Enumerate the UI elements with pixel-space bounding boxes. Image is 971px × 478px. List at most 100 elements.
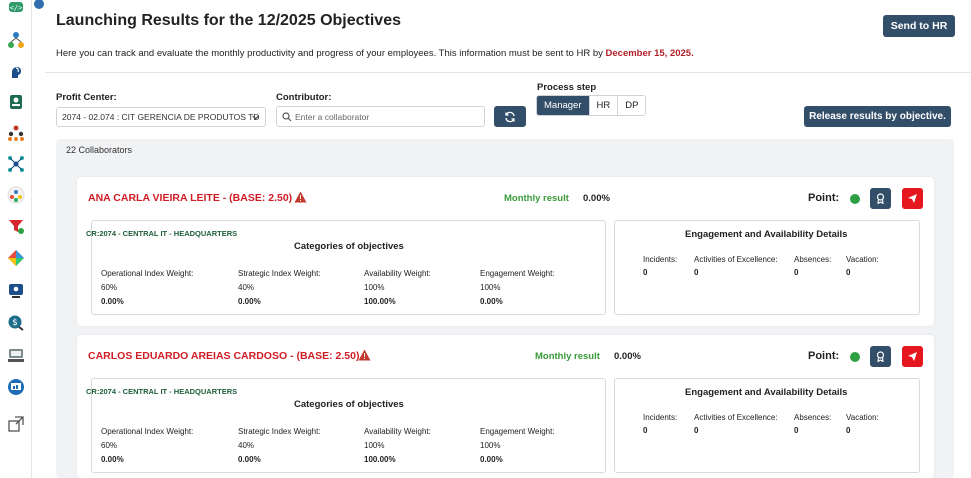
engagement-value: 0 [694,268,699,277]
divider [45,72,971,73]
contributor-label: Contributor: [276,92,332,103]
category-label: Operational Index Weight: [101,427,194,436]
category-value: 0.00% [480,455,503,464]
categories-title: Categories of objectives [294,241,404,252]
engagement-label: Absences: [794,255,832,264]
hierarchy-icon[interactable] [6,30,26,50]
expand-icon[interactable] [6,414,26,434]
category-weight: 40% [238,283,255,292]
page-title: Launching Results for the 12/2025 Object… [56,12,401,29]
engagement-value: 0 [643,268,648,277]
profit-center-select[interactable]: 2074 - 02.074 : CIT GERENCIA DE PRODUTOS… [56,107,266,127]
evaluate-button[interactable] [870,188,891,209]
collaborator-name: ANA CARLA VIEIRA LEITE - (BASE: 2.50) [88,192,293,204]
category-weight: 100% [480,283,501,292]
category-weight: 60% [101,283,118,292]
deadline-date: December 15, 2025. [605,48,694,59]
svg-text:</>: </> [10,4,23,12]
category-label: Engagement Weight: [480,427,555,436]
category-weight: 100% [364,283,385,292]
cost-center-label: CR:2074 - CENTRAL IT - HEADQUARTERS [86,387,238,396]
badge-icon [876,193,885,204]
engagement-value: 0 [794,426,799,435]
category-value: 100.00% [364,455,396,464]
refresh-icon [505,111,515,122]
step-hr[interactable]: HR [589,96,619,115]
step-dp[interactable]: DP [618,96,646,115]
profit-center-label: Profit Center: [56,92,117,103]
engagement-label: Incidents: [643,413,678,422]
category-weight: 40% [238,441,255,450]
monthly-result-label: Monthly result [535,351,600,362]
warning-icon [294,191,307,203]
presentation-icon[interactable] [6,281,26,301]
network-icon[interactable] [6,154,26,174]
main-content: Launching Results for the 12/2025 Object… [45,0,971,478]
point-label: Point: [808,192,840,204]
sidebar-toggle-icon[interactable] [33,0,45,10]
evaluate-button[interactable] [870,346,891,367]
head-icon[interactable] [6,61,26,81]
categories-box: Categories of objectives Operational Ind… [91,378,606,473]
engagement-value: 0 [694,426,699,435]
warning-icon [358,349,371,361]
collaborators-count: 22 Collaborators [66,145,133,155]
engagement-value: 0 [643,426,648,435]
monthly-result-label: Monthly result [504,193,569,204]
status-dot [850,194,860,204]
profit-center-value: 2074 - 02.074 : CIT GERENCIA DE PRODUTOS… [62,112,260,122]
engagement-label: Activities of Excellence: [694,413,778,422]
subtitle-text: Here you can track and evaluate the mont… [56,48,606,59]
process-step-label: Process step [537,82,597,93]
team-icon[interactable] [6,185,26,205]
collaborator-name: CARLOS EDUARDO AREIAS CARDOSO - (BASE: 2… [88,350,360,362]
status-dot [850,352,860,362]
categories-title: Categories of objectives [294,399,404,410]
collaborator-card: ANA CARLA VIEIRA LEITE - (BASE: 2.50) Mo… [77,177,934,326]
send-to-hr-button[interactable]: Send to HR [883,15,955,37]
code-icon[interactable]: </> [6,0,26,17]
badge-icon [876,351,885,362]
category-label: Strategic Index Weight: [238,427,321,436]
id-badge-icon[interactable] [6,92,26,112]
money-icon[interactable]: $ [6,313,26,333]
send-button[interactable] [902,346,923,367]
send-button[interactable] [902,188,923,209]
org-chart-icon[interactable] [6,123,26,143]
category-value: 0.00% [238,455,261,464]
refresh-button[interactable] [494,106,526,127]
chevron-down-icon [252,115,259,120]
engagement-box: Engagement and Availability Details Inci… [614,220,920,315]
monthly-result-value: 0.00% [583,193,610,204]
engagement-value: 0 [794,268,799,277]
send-icon [908,194,917,203]
page-subtitle: Here you can track and evaluate the mont… [56,48,694,59]
point-label: Point: [808,350,840,362]
terminal-icon[interactable] [6,345,26,365]
category-label: Operational Index Weight: [101,269,194,278]
contributor-search-input[interactable]: Enter a collaborator [276,106,485,127]
category-weight: 60% [101,441,118,450]
cost-center-label: CR:2074 - CENTRAL IT - HEADQUARTERS [86,229,238,238]
release-results-button[interactable]: Release results by objective. [804,106,951,127]
contributor-placeholder: Enter a collaborator [295,111,370,122]
category-label: Availability Weight: [364,269,431,278]
monitor-chart-icon[interactable] [6,377,26,397]
puzzle-icon[interactable] [6,248,26,268]
category-label: Strategic Index Weight: [238,269,321,278]
category-label: Engagement Weight: [480,269,555,278]
svg-text:$: $ [12,318,18,328]
sidebar: </> $ [0,0,32,478]
category-value: 0.00% [101,297,124,306]
category-value: 100.00% [364,297,396,306]
engagement-label: Vacation: [846,255,879,264]
step-manager[interactable]: Manager [537,96,590,115]
filter-icon[interactable] [6,216,26,236]
engagement-title: Engagement and Availability Details [685,387,848,398]
engagement-label: Absences: [794,413,832,422]
send-icon [908,352,917,361]
category-value: 0.00% [480,297,503,306]
monthly-result-value: 0.00% [614,351,641,362]
collaborators-panel: 22 Collaborators ANA CARLA VIEIRA LEITE … [56,139,954,478]
